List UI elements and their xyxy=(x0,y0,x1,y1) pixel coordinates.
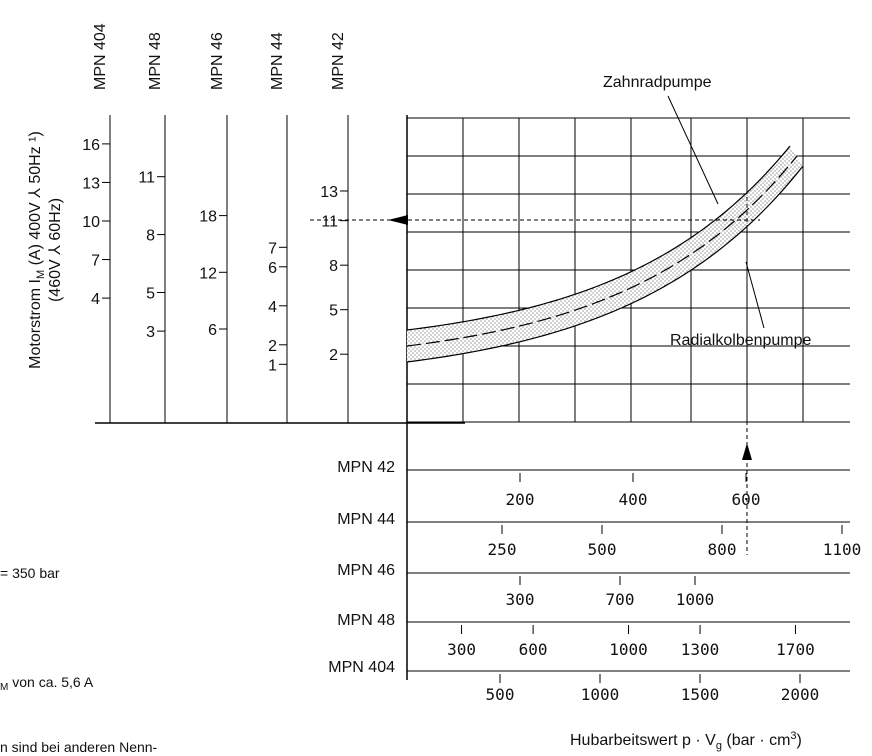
page-text-fragments: = 350 bar M von ca. 5,6 A n sind bei and… xyxy=(0,565,158,755)
series-label-zahnradpumpe: Zahnradpumpe xyxy=(603,74,712,91)
work-tick-label: 600 xyxy=(732,490,761,509)
pump-curves xyxy=(406,145,804,363)
work-tick-label: 600 xyxy=(519,640,548,659)
work-tick-label: 500 xyxy=(588,540,617,559)
work-tick-label: 500 xyxy=(486,685,515,704)
current-tick-label: 2 xyxy=(268,338,277,355)
fragment-current-text: von ca. 5,6 A xyxy=(8,674,93,690)
work-scale-header: MPN 42 xyxy=(337,459,395,476)
current-tick-label: 18 xyxy=(199,209,217,226)
current-tick-label: 12 xyxy=(199,265,217,282)
current-scale-ticks: 16 13 10 7 4 11 8 5 3 18 12 6 7 6 4 2 1 13 11 8 5 2 xyxy=(82,137,348,374)
current-scale-header: MPN 48 xyxy=(147,32,164,90)
work-tick-label: 200 xyxy=(506,490,535,509)
x-label-sub: g xyxy=(716,740,722,752)
current-tick-label: 11 xyxy=(321,214,338,231)
svg-text:Motorstrom IM (A) 400V ⅄ 50Hz: Motorstrom IM (A) 400V ⅄ 50Hz ¹) xyxy=(27,131,47,369)
work-scale-header: MPN 46 xyxy=(337,562,395,579)
current-tick-label: 5 xyxy=(329,303,338,320)
work-tick-label: 800 xyxy=(708,540,737,559)
y-label-line2: (460V ⅄ 60Hz) xyxy=(47,198,64,302)
leader-zahnradpumpe xyxy=(667,95,719,205)
series-label-radialkolbenpumpe: Radialkolbenpumpe xyxy=(670,332,812,349)
fragment-current-sub: M xyxy=(0,682,8,693)
current-tick-label: 5 xyxy=(146,286,155,303)
current-scale-header: MPN 46 xyxy=(209,32,226,90)
y-label-sub: M xyxy=(35,270,47,279)
work-scale-header: MPN 44 xyxy=(337,511,395,528)
work-tick-label: 300 xyxy=(506,590,535,609)
current-tick-label: 4 xyxy=(268,299,277,316)
current-scale-lines xyxy=(109,115,349,423)
current-tick-label: 1 xyxy=(268,357,277,374)
work-scale-header: MPN 48 xyxy=(337,612,395,629)
work-tick-label: 1700 xyxy=(776,640,815,659)
current-scale-header: MPN 44 xyxy=(269,32,286,90)
fragment-bottom: n sind bei anderen Nenn- xyxy=(0,739,158,755)
series-labels: Zahnradpumpe Radialkolbenpumpe xyxy=(603,74,812,349)
work-scales: MPN 42 200 400 600 MPN 44 250 500 800 1100 MPN 46… xyxy=(328,459,861,704)
work-tick-label: 1300 xyxy=(681,640,720,659)
work-tick-label: 700 xyxy=(606,590,635,609)
x-label-main: Hubarbeitswert p · V xyxy=(570,732,716,749)
fragment-current: M von ca. 5,6 A xyxy=(0,674,94,693)
current-scale-header: MPN 42 xyxy=(330,32,347,90)
fragment-pressure: = 350 bar xyxy=(0,565,60,581)
y-label-tail: (A) 400V ⅄ 50Hz ¹) xyxy=(27,131,44,270)
current-tick-label: 8 xyxy=(146,228,155,245)
current-tick-label: 16 xyxy=(82,137,100,154)
x-axis-label: Hubarbeitswert p · Vg (bar · cm3) xyxy=(570,730,802,752)
x-label-sup: 3 xyxy=(790,730,796,742)
current-tick-label: 4 xyxy=(91,291,100,308)
work-tick-label: 250 xyxy=(488,540,517,559)
work-tick-label: 1000 xyxy=(609,640,648,659)
x-label-end: ) xyxy=(797,732,802,749)
current-tick-label: 13 xyxy=(82,175,100,192)
work-tick-label: 300 xyxy=(447,640,476,659)
work-tick-label: 1500 xyxy=(681,685,720,704)
current-tick-label: 6 xyxy=(268,260,277,277)
leader-radialkolbenpumpe xyxy=(745,261,765,329)
work-tick-label: 1000 xyxy=(581,685,620,704)
work-tick-label: 2000 xyxy=(781,685,820,704)
current-tick-label: 2 xyxy=(329,347,338,364)
band-lower-edge xyxy=(406,165,804,363)
current-tick-label: 7 xyxy=(91,253,100,270)
zahnradpumpe-curve xyxy=(406,155,798,347)
current-tick-label: 6 xyxy=(208,322,217,339)
current-scale-header: MPN 404 xyxy=(92,23,109,90)
reading-example xyxy=(310,155,760,555)
y-axis-label: Motorstrom IM (A) 400V ⅄ 50Hz ¹) (460V ⅄… xyxy=(27,131,64,369)
y-label-main: Motorstrom I xyxy=(27,279,44,369)
current-tick-label: 8 xyxy=(329,258,338,275)
x-label-tail: (bar · cm xyxy=(722,732,790,749)
current-tick-label: 10 xyxy=(82,214,100,231)
radialkolbenpumpe-band xyxy=(407,146,803,362)
current-scale-headers: MPN 404 MPN 48 MPN 46 MPN 44 MPN 42 xyxy=(92,23,347,90)
current-tick-label: 7 xyxy=(268,240,277,257)
work-scale-header: MPN 404 xyxy=(328,659,395,676)
work-tick-label: 1000 xyxy=(676,590,715,609)
current-tick-label: 11 xyxy=(138,170,155,187)
current-tick-label: 3 xyxy=(146,324,155,341)
example-arrow-left xyxy=(388,215,408,225)
chart-grid xyxy=(406,115,850,680)
example-arrow-up xyxy=(742,443,752,460)
work-tick-label: 1100 xyxy=(823,540,862,559)
work-tick-label: 400 xyxy=(619,490,648,509)
band-upper-edge xyxy=(406,145,791,331)
current-tick-label: 13 xyxy=(320,184,338,201)
